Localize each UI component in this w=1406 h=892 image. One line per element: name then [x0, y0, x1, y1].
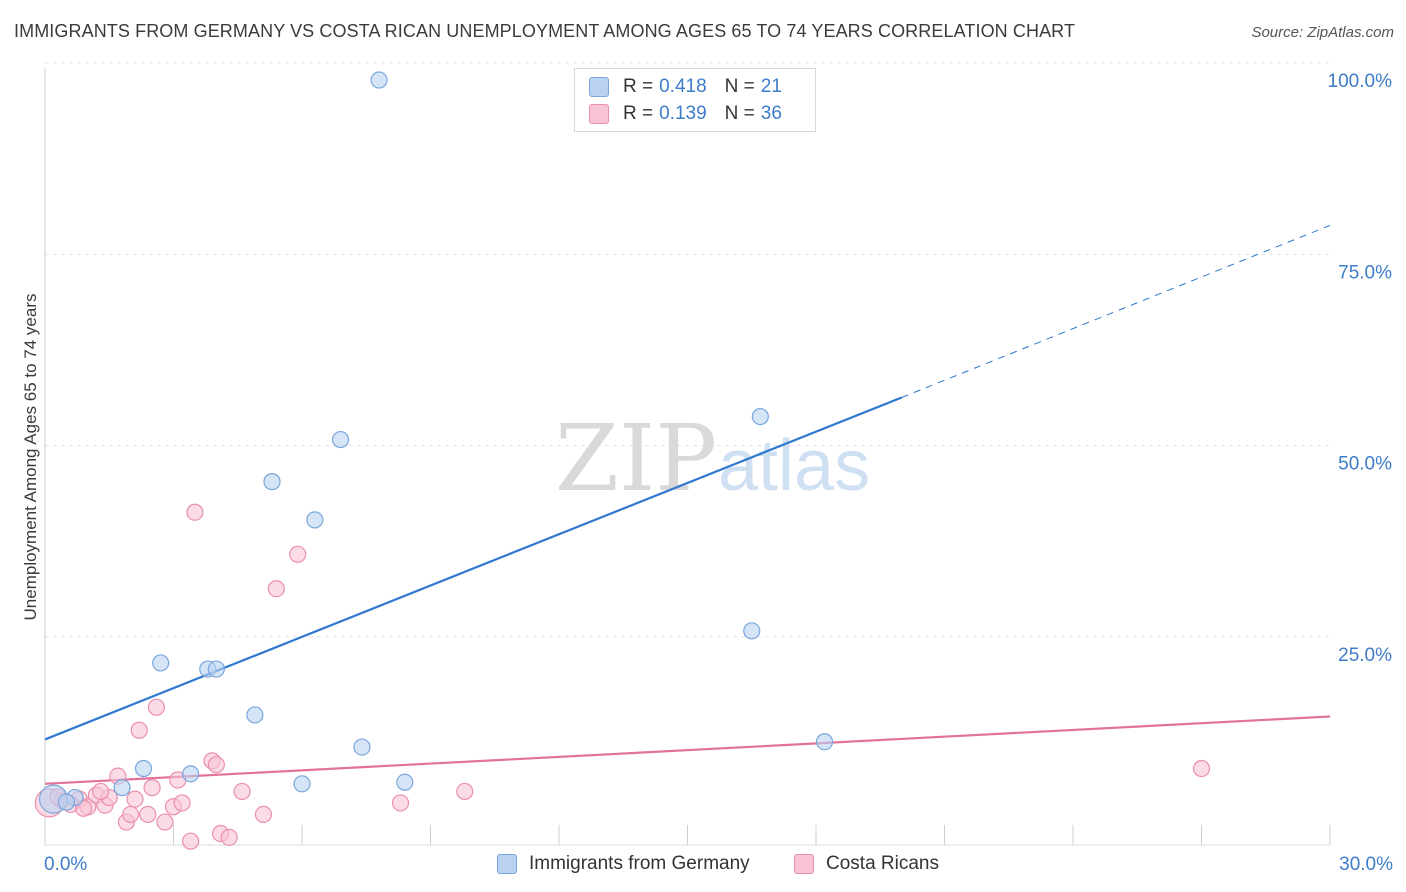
point-costa-rica — [156, 813, 174, 831]
point-germany — [246, 706, 264, 724]
point-germany — [263, 473, 281, 491]
legend-row-costa-rica: R = 0.139 N = 36 — [589, 102, 800, 126]
point-germany — [370, 71, 388, 89]
point-germany — [815, 733, 834, 751]
legend-n-label: N = — [724, 76, 755, 97]
point-germany — [743, 622, 761, 640]
point-germany — [57, 793, 76, 811]
point-costa-rica — [186, 503, 204, 521]
point-germany — [113, 779, 131, 797]
x-tick-label: 0.0% — [44, 854, 87, 875]
legend-n-value: 21 — [760, 76, 782, 97]
watermark: ZIP atlas — [555, 405, 870, 512]
y-tick-label: 75.0% — [1338, 262, 1392, 283]
point-germany — [293, 775, 311, 793]
legend-label-germany: Immigrants from Germany — [529, 853, 750, 874]
point-germany — [207, 660, 225, 678]
series-legend-germany[interactable]: Immigrants from Germany — [497, 852, 750, 876]
trend-line-costa-rica — [44, 715, 1331, 785]
gridlines — [45, 62, 1330, 638]
trend-lines — [44, 224, 1331, 785]
correlation-legend: R = 0.418 N = 21 R = 0.139 N = 36 — [574, 68, 816, 132]
legend-r-value: 0.139 — [659, 103, 707, 124]
legend-swatch-germany — [589, 77, 609, 97]
trend-line-germany-extension — [901, 224, 1331, 398]
legend-swatch-costa-rica — [589, 104, 609, 124]
point-costa-rica — [289, 545, 307, 563]
x-tick-label: 30.0% — [1339, 854, 1393, 875]
point-costa-rica — [130, 721, 148, 739]
series-legend-costa-rica[interactable]: Costa Ricans — [794, 852, 939, 876]
axes — [44, 68, 1331, 846]
point-costa-rica — [456, 782, 474, 801]
point-germany — [353, 738, 371, 756]
legend-label-costa-rica: Costa Ricans — [826, 853, 939, 874]
point-germany — [152, 654, 170, 672]
point-costa-rica — [233, 782, 251, 801]
legend-n-label: N = — [724, 103, 755, 124]
point-costa-rica — [220, 828, 238, 846]
point-costa-rica — [92, 782, 110, 801]
legend-r-value: 0.418 — [659, 76, 707, 97]
y-tick-label: 100.0% — [1328, 71, 1393, 92]
y-tick-label: 25.0% — [1338, 645, 1392, 666]
source-label: Source: ZipAtlas.com — [1251, 24, 1394, 41]
point-costa-rica — [147, 698, 165, 716]
point-costa-rica — [173, 794, 191, 812]
trend-line-germany — [44, 396, 903, 741]
point-costa-rica — [207, 756, 225, 774]
y-tick-label: 50.0% — [1338, 454, 1392, 475]
point-costa-rica — [267, 580, 285, 598]
point-costa-rica — [143, 779, 161, 797]
legend-n-value: 36 — [760, 103, 782, 124]
point-germany — [134, 759, 153, 778]
watermark-zip: ZIP — [555, 405, 717, 512]
point-costa-rica — [1192, 759, 1211, 778]
chart-title: IMMIGRANTS FROM GERMANY VS COSTA RICAN U… — [14, 21, 1076, 41]
point-germany — [182, 765, 200, 783]
point-germany — [751, 408, 769, 426]
point-germany — [306, 511, 324, 529]
legend-r-label: R = — [623, 103, 654, 124]
point-costa-rica — [254, 805, 273, 824]
tick-labels: 25.0% 50.0% 75.0% 100.0% 0.0% 30.0% — [44, 71, 1393, 875]
data-points — [34, 71, 1211, 850]
legend-r-label: R = — [623, 76, 654, 97]
y-axis-label: Unemployment Among Ages 65 to 74 years — [21, 294, 40, 621]
point-costa-rica — [182, 832, 200, 850]
point-costa-rica — [391, 794, 410, 812]
watermark-atlas: atlas — [718, 426, 870, 506]
point-costa-rica — [126, 790, 144, 808]
legend-swatch-costa-rica — [794, 854, 814, 874]
legend-row-germany: R = 0.418 N = 21 — [589, 75, 800, 99]
point-germany — [331, 430, 350, 449]
point-costa-rica — [139, 805, 157, 824]
legend-swatch-germany — [497, 854, 517, 874]
point-costa-rica — [122, 805, 140, 824]
point-germany — [396, 773, 414, 791]
